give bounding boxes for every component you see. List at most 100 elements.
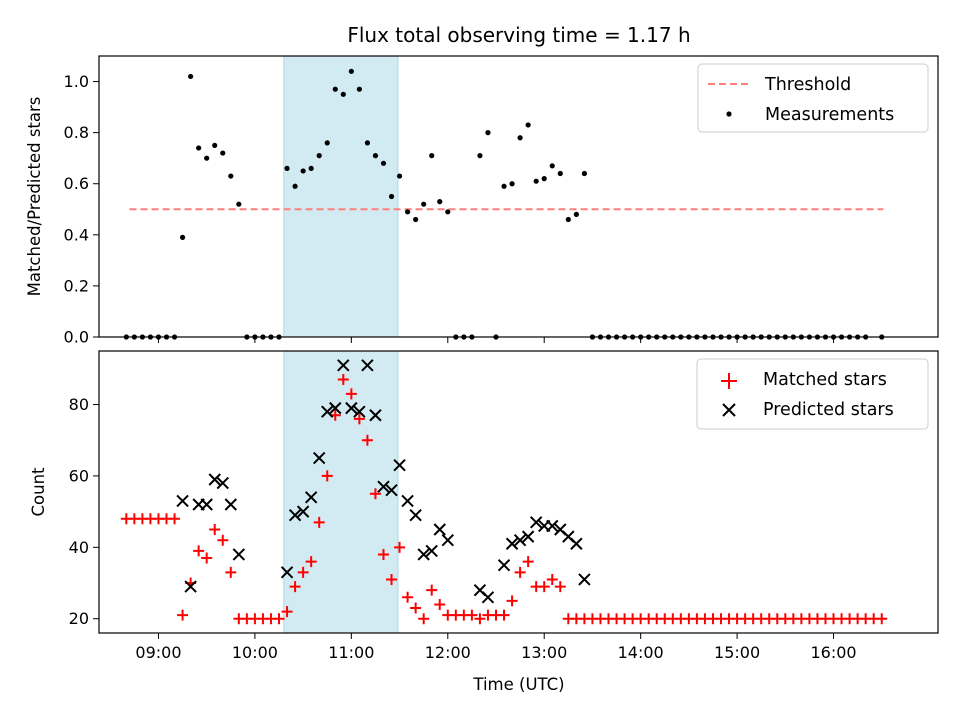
- measurement-point: [541, 176, 547, 182]
- measurement-point: [581, 170, 587, 177]
- measurement-point: [380, 160, 387, 166]
- predicted-star-marker: [529, 516, 543, 529]
- measurement-point: [220, 150, 226, 156]
- predicted-star-marker: [377, 480, 390, 493]
- predicted-star-marker: [513, 533, 527, 547]
- x-tick-label: 09:00: [135, 643, 181, 662]
- matched-star-marker: [402, 591, 414, 603]
- bottom-y-ticks: 20 40 60 80: [69, 395, 99, 628]
- bottom-highlight-band: [283, 350, 399, 634]
- measurement-point: [204, 155, 210, 161]
- matched-star-marker: [498, 609, 510, 621]
- matched-star-marker: [201, 552, 213, 564]
- measurement-point: [421, 201, 427, 207]
- matched-star-marker: [297, 566, 309, 578]
- predicted-star-marker: [329, 401, 342, 415]
- predicted-star-marker: [304, 491, 318, 504]
- matched-star-marker: [313, 516, 325, 528]
- x-tick-label: 11:00: [328, 643, 374, 662]
- matched-star-marker: [386, 573, 398, 585]
- matched-star-marker: [209, 523, 221, 535]
- predicted-stars-points: [176, 359, 591, 604]
- top-y-axis-label: Matched/Predicted stars: [25, 97, 44, 297]
- predicted-star-marker: [296, 505, 310, 518]
- matched-star-marker: [394, 541, 406, 553]
- bottom-legend-box: [696, 358, 929, 430]
- x-tick-label: 15:00: [714, 643, 760, 662]
- bottom-legend: Matched stars Predicted stars: [696, 358, 929, 430]
- matched-star-marker: [377, 548, 389, 560]
- legend-measurements-label: Measurements: [765, 105, 894, 125]
- measurement-point: [340, 91, 346, 97]
- predicted-star-marker: [546, 519, 559, 533]
- x-tick-label: 14:00: [618, 643, 664, 662]
- matched-star-marker: [169, 513, 181, 525]
- matched-star-marker: [369, 488, 381, 500]
- matched-star-marker: [426, 584, 438, 596]
- measurement-point: [525, 122, 531, 128]
- predicted-star-marker: [433, 523, 446, 536]
- predicted-star-marker: [184, 580, 197, 593]
- legend-matched-label: Matched stars: [763, 370, 887, 390]
- top-y-tick-label: 0.0: [64, 328, 89, 347]
- measurement-point: [196, 145, 202, 151]
- x-tick-label: 16:00: [810, 643, 856, 662]
- measurement-point: [437, 199, 443, 205]
- x-tick-label: 12:00: [425, 643, 471, 662]
- predicted-star-marker: [224, 498, 238, 511]
- measurement-point: [509, 181, 515, 187]
- predicted-star-marker: [280, 566, 294, 579]
- bottom-band-rect: [283, 350, 399, 634]
- x-tick-label: 13:00: [521, 643, 567, 662]
- matched-star-marker: [522, 556, 534, 568]
- measurement-point: [212, 142, 218, 149]
- matched-star-marker: [506, 595, 518, 607]
- matched-stars-points: [120, 374, 888, 625]
- predicted-star-marker: [321, 405, 334, 418]
- matched-star-marker: [418, 613, 430, 625]
- measurement-point: [557, 170, 563, 177]
- x-tick-label: 10:00: [232, 643, 278, 662]
- measurement-point: [404, 209, 411, 215]
- matched-star-marker: [273, 613, 285, 625]
- measurement-point: [292, 183, 298, 189]
- predicted-star-marker: [369, 409, 382, 422]
- predicted-star-marker: [570, 537, 583, 550]
- predicted-star-marker: [353, 405, 366, 418]
- top-axes-frame: [98, 55, 939, 338]
- measurement-point: [573, 211, 579, 217]
- legend-threshold-label: Threshold: [764, 75, 851, 95]
- top-y-tick-label: 0.8: [64, 123, 89, 142]
- matched-star-marker: [337, 374, 349, 386]
- legend-predicted-label: Predicted stars: [763, 400, 894, 420]
- predicted-star-marker: [216, 476, 229, 490]
- top-band-rect: [283, 55, 399, 338]
- matched-star-marker: [305, 556, 317, 568]
- predicted-star-marker: [393, 459, 406, 472]
- top-highlight-band: [283, 55, 399, 338]
- matched-star-marker: [177, 609, 189, 621]
- predicted-star-marker: [481, 591, 495, 604]
- predicted-star-marker: [232, 548, 246, 561]
- predicted-star-marker: [312, 451, 326, 465]
- top-y-tick-label: 1.0: [64, 72, 89, 91]
- matched-star-marker: [225, 566, 237, 578]
- matched-star-marker: [289, 581, 301, 593]
- measurement-point: [565, 216, 571, 223]
- top-y-ticks: 0.0 0.2 0.4 0.6 0.8 1.0: [64, 72, 99, 347]
- matched-star-marker: [546, 573, 558, 585]
- predicted-star-marker: [208, 473, 221, 486]
- predicted-star-marker: [401, 494, 414, 508]
- measurement-point: [396, 173, 403, 179]
- matched-star-marker: [538, 581, 550, 593]
- predicted-star-marker: [497, 558, 511, 572]
- measurement-point: [324, 140, 330, 146]
- top-x-ticks: [157, 337, 835, 343]
- measurement-point: [413, 216, 419, 223]
- bottom-x-ticks: 09:00 10:00 11:00 12:00 13:00 14:00 15:00 16:00: [135, 633, 857, 662]
- predicted-star-marker: [200, 498, 213, 511]
- x-axis-label: Time (UTC): [472, 675, 564, 694]
- measurement-point: [517, 135, 523, 141]
- top-y-tick-label: 0.6: [64, 174, 89, 193]
